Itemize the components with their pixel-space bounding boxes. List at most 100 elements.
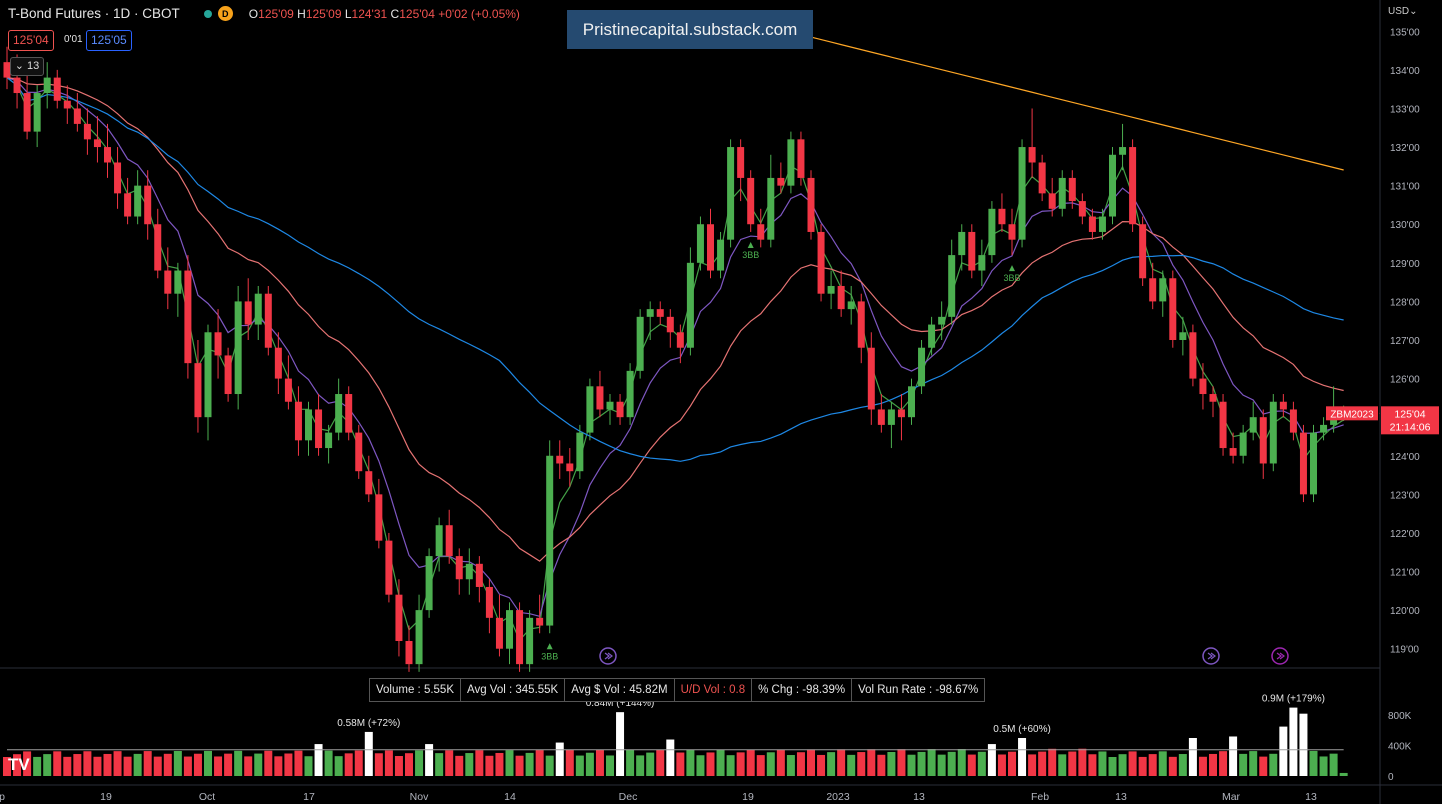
volume-bar: [585, 752, 594, 776]
signal-marker: [747, 241, 754, 248]
volume-bar: [555, 742, 564, 776]
volume-bar: [515, 755, 524, 776]
candle: [114, 147, 122, 209]
price-tick-label: 119'00: [1390, 645, 1419, 656]
candle: [586, 378, 594, 441]
volume-bar: [214, 756, 223, 776]
candle: [1169, 270, 1177, 348]
volume-annotation: 0.84M (+144%): [586, 698, 655, 709]
volume-bar: [847, 754, 856, 776]
volume-bar: [525, 752, 534, 776]
candle: [184, 255, 192, 379]
price-tick-label: 129'00: [1390, 259, 1420, 270]
candle: [696, 216, 704, 271]
ma-orange-line: [710, 11, 1344, 171]
candle: [224, 347, 232, 402]
time-tick-label: Feb: [1031, 791, 1049, 803]
volume-bar: [1108, 757, 1117, 776]
volume-bar: [726, 755, 735, 776]
volume-bar: [616, 712, 625, 776]
price-tick-label: 133'00: [1390, 104, 1420, 115]
volume-bar: [1299, 713, 1308, 776]
candle: [717, 231, 725, 279]
volume-bar: [314, 744, 323, 776]
sell-price-button[interactable]: 125'04: [8, 30, 54, 51]
volume-bar: [997, 754, 1006, 776]
volume-bar: [334, 756, 343, 776]
change-value: +0'02 (+0.05%): [438, 6, 520, 21]
price-tag-countdown: 21:14:06: [1390, 421, 1431, 433]
price-tick-label: 132'00: [1390, 143, 1420, 154]
candle: [928, 316, 936, 356]
volume-bar: [475, 750, 484, 776]
price-tick-label: 122'00: [1390, 529, 1420, 540]
event-icon[interactable]: [599, 647, 617, 665]
volume-bar: [807, 749, 815, 776]
candle: [516, 602, 524, 672]
time-tick-label: 14: [504, 791, 516, 803]
event-icon[interactable]: [1271, 647, 1289, 665]
candle: [1149, 262, 1157, 310]
volume-bar: [796, 752, 805, 776]
time-tick-label: 17: [303, 791, 315, 803]
time-tick-label: 13: [913, 791, 925, 803]
candle: [646, 301, 654, 340]
time-tick-label: 19: [100, 791, 112, 803]
volume-bar: [736, 752, 745, 776]
volume-bar: [1118, 754, 1127, 776]
volume-bar: [1289, 707, 1298, 776]
candle: [857, 293, 865, 364]
candle: [938, 301, 946, 340]
volume-bar: [264, 750, 273, 776]
candle: [244, 278, 252, 340]
candle: [284, 355, 292, 410]
indicators-toggle[interactable]: ⌄ 13: [10, 57, 44, 76]
volume-bar: [545, 755, 554, 776]
volume-bar: [425, 744, 434, 776]
candle: [948, 239, 956, 325]
volume-bar: [1068, 751, 1077, 776]
volume-bar: [374, 753, 383, 776]
candle: [104, 123, 111, 178]
volume-bar: [183, 756, 192, 776]
candle: [556, 440, 564, 479]
volume-bar: [1098, 751, 1107, 776]
candle: [1279, 394, 1287, 418]
volume-bar: [686, 749, 695, 776]
volume-bar: [917, 751, 926, 776]
volume-bar: [696, 755, 705, 776]
watermark-banner: Pristinecapital.substack.com: [567, 10, 813, 49]
candle: [335, 378, 343, 441]
candle: [164, 247, 172, 310]
time-tick-label: Dec: [619, 791, 638, 803]
candle: [234, 285, 242, 410]
candle: [837, 270, 845, 317]
candle: [877, 394, 885, 433]
volume-bar: [626, 749, 635, 776]
candle: [154, 208, 162, 279]
candle: [1018, 139, 1026, 248]
currency-selector[interactable]: USD⌄: [1388, 6, 1418, 17]
volume-bar: [465, 753, 474, 776]
symbol-title[interactable]: T-Bond Futures · 1D · CBOT: [8, 6, 180, 21]
time-tick-label: Oct: [199, 791, 215, 803]
candle: [988, 201, 996, 263]
signal-marker: [546, 643, 553, 650]
volume-bar: [445, 750, 454, 776]
event-icon[interactable]: [1202, 647, 1220, 665]
spread-value: 0'01: [64, 34, 83, 45]
volume-bar: [776, 749, 785, 776]
candle: [365, 455, 373, 503]
volume-bar: [344, 753, 353, 776]
buy-price-button[interactable]: 125'05: [86, 30, 132, 51]
volume-tick-label: 800K: [1388, 711, 1412, 722]
candle: [606, 394, 614, 425]
volume-bar: [234, 750, 243, 776]
volume-bar: [1188, 738, 1197, 776]
indicator-count: 13: [27, 60, 40, 72]
delayed-badge[interactable]: D: [217, 6, 233, 21]
candle: [666, 309, 674, 348]
candle: [626, 363, 634, 425]
tradingview-logo[interactable]: TV: [8, 755, 30, 774]
